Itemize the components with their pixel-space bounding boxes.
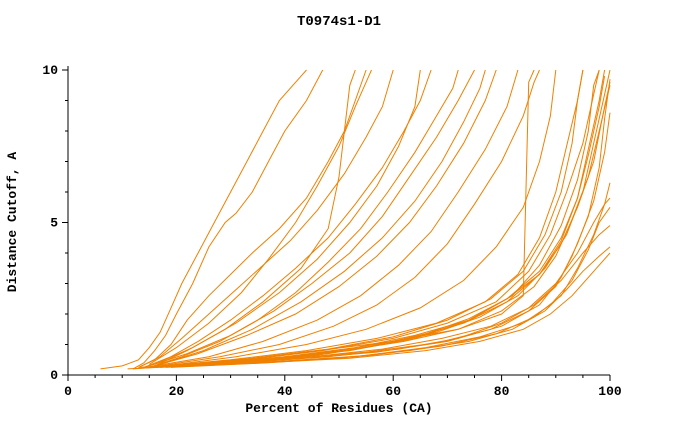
curve-m27 <box>132 69 611 370</box>
curve-m16 <box>138 85 611 368</box>
axes-group: 0 20 40 60 80 100 0 5 10 <box>42 63 622 399</box>
y-tick-label: 5 <box>50 216 58 231</box>
y-axis-label: Distance Cutoff, A <box>5 152 20 293</box>
curve-m02 <box>132 69 324 370</box>
curve-m23 <box>159 69 486 365</box>
y-tick-label: 0 <box>50 368 58 383</box>
curve-m10 <box>160 69 540 367</box>
curve-m01 <box>100 69 307 370</box>
y-tick-label: 10 <box>42 63 58 78</box>
x-tick-label: 100 <box>598 384 622 399</box>
x-tick-label: 40 <box>277 384 293 399</box>
curve-m07 <box>149 69 475 367</box>
curves-group <box>100 69 611 370</box>
curve-m25 <box>149 69 372 365</box>
curve-m08 <box>154 69 497 367</box>
curve-m29 <box>170 207 611 368</box>
curve-m22 <box>187 112 611 367</box>
chart-title: T0974s1-D1 <box>297 14 381 30</box>
curve-m13 <box>170 69 600 367</box>
curve-m24 <box>154 69 421 365</box>
curve-m14 <box>176 69 606 367</box>
curve-m26 <box>154 69 356 367</box>
curve-m09 <box>154 69 519 367</box>
x-tick-label: 60 <box>385 384 401 399</box>
curve-m12 <box>165 69 584 367</box>
curve-m33 <box>176 69 600 367</box>
curve-m15 <box>143 76 606 368</box>
x-tick-label: 80 <box>494 384 510 399</box>
curve-m21 <box>176 79 611 367</box>
x-tick-label: 0 <box>64 384 72 399</box>
curve-m05 <box>143 69 432 368</box>
curve-m20 <box>165 252 611 368</box>
curve-m04 <box>138 69 394 368</box>
curve-m30 <box>181 182 611 367</box>
curve-m31 <box>170 69 584 367</box>
curve-m28 <box>127 82 611 370</box>
curve-m06 <box>149 69 459 368</box>
curve-m32 <box>165 69 557 367</box>
x-axis-label: Percent of Residues (CA) <box>245 401 432 416</box>
x-tick-label: 20 <box>169 384 185 399</box>
